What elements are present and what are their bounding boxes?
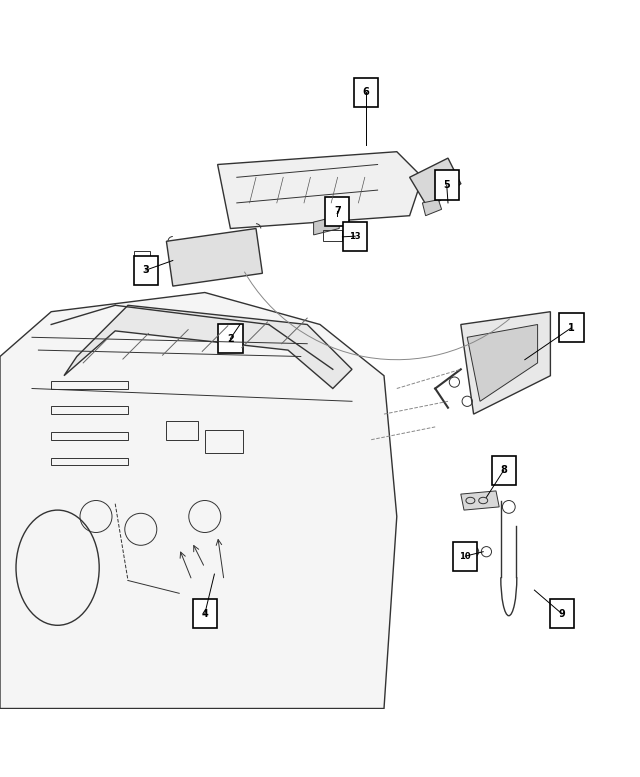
Text: 2: 2: [227, 333, 234, 343]
Polygon shape: [461, 491, 499, 510]
Polygon shape: [467, 325, 538, 401]
FancyBboxPatch shape: [435, 170, 459, 200]
Polygon shape: [314, 216, 339, 235]
Polygon shape: [422, 200, 442, 216]
FancyBboxPatch shape: [559, 313, 584, 343]
FancyBboxPatch shape: [325, 197, 349, 226]
FancyBboxPatch shape: [218, 324, 243, 354]
FancyBboxPatch shape: [343, 221, 367, 251]
FancyBboxPatch shape: [550, 599, 574, 629]
Text: 6: 6: [363, 87, 369, 97]
FancyBboxPatch shape: [354, 78, 378, 106]
Bar: [205, 430, 243, 452]
Text: 1: 1: [568, 322, 575, 333]
Text: 13: 13: [349, 232, 361, 241]
FancyBboxPatch shape: [492, 456, 516, 485]
Text: 9: 9: [559, 609, 565, 618]
FancyBboxPatch shape: [453, 542, 477, 571]
Polygon shape: [410, 158, 461, 209]
Bar: [51, 381, 128, 388]
Text: 10: 10: [460, 552, 471, 561]
Bar: [134, 251, 150, 263]
Polygon shape: [0, 292, 397, 709]
Polygon shape: [218, 152, 422, 228]
Bar: [323, 230, 342, 242]
Bar: [344, 231, 354, 240]
Bar: [51, 432, 128, 440]
Text: 3: 3: [143, 265, 149, 275]
Bar: [51, 406, 128, 414]
Bar: [166, 420, 198, 440]
Text: 4: 4: [202, 609, 208, 618]
Text: 5: 5: [444, 180, 450, 190]
Text: 8: 8: [500, 465, 507, 476]
Polygon shape: [166, 228, 262, 286]
Polygon shape: [64, 305, 352, 388]
Polygon shape: [461, 312, 550, 414]
FancyBboxPatch shape: [134, 256, 158, 284]
Bar: [51, 458, 128, 465]
Text: 7: 7: [334, 206, 340, 216]
FancyBboxPatch shape: [193, 599, 217, 629]
